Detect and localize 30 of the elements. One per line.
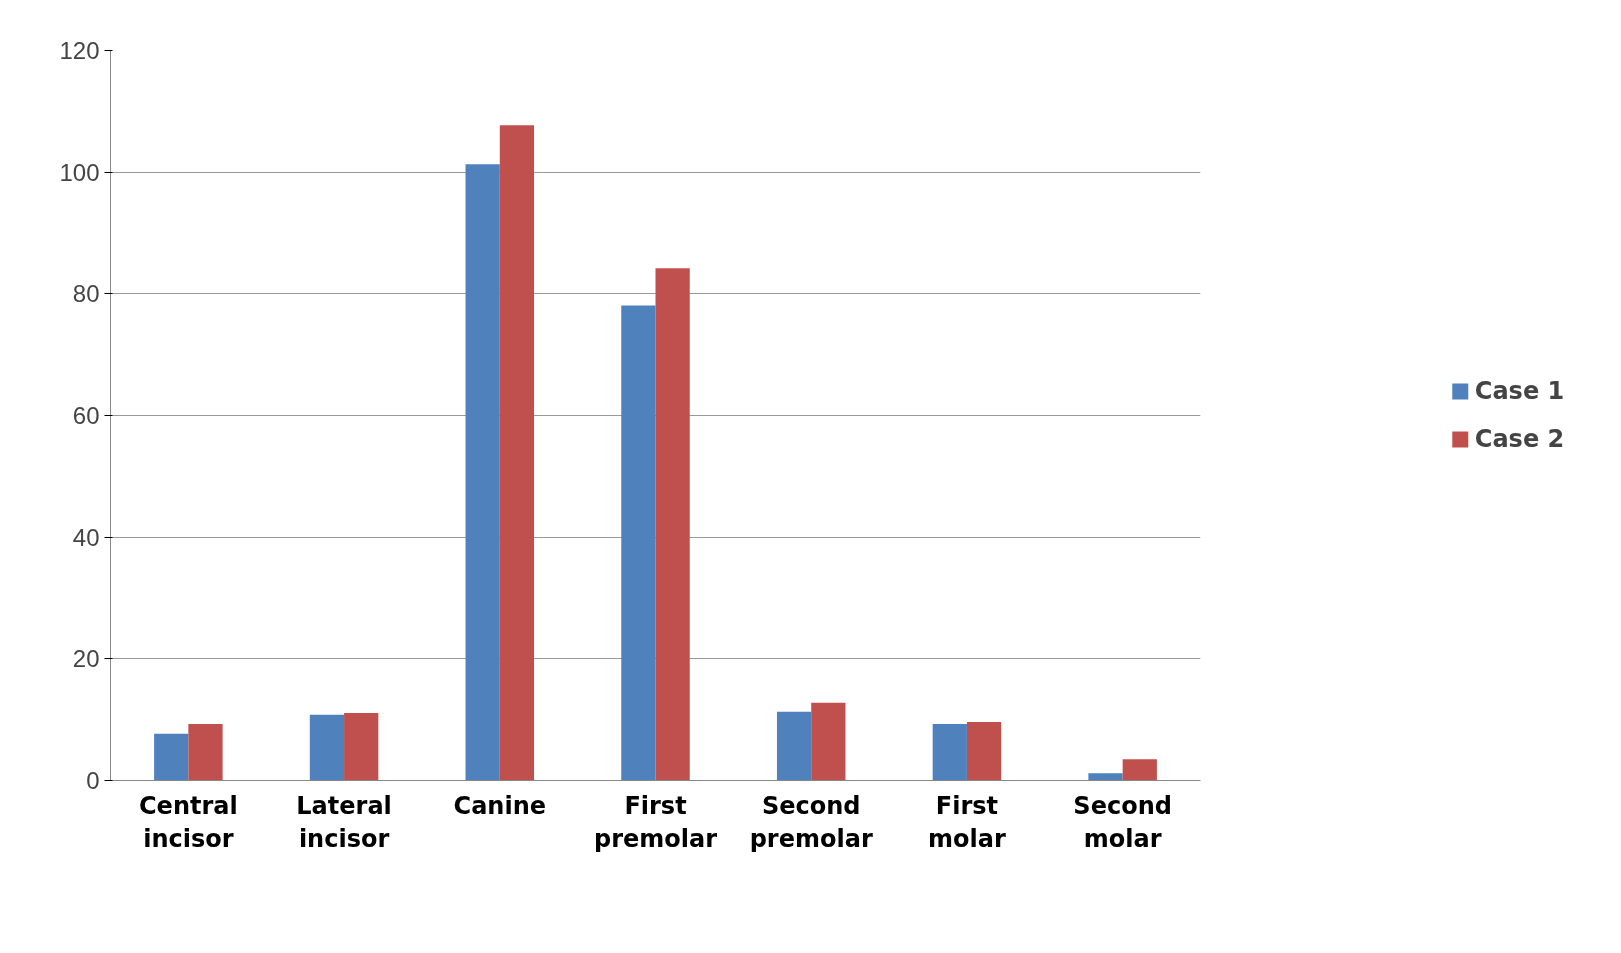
bar [465,164,500,781]
y-tick-label: 100 [59,158,100,186]
bar [1122,759,1157,781]
bar [932,723,967,781]
x-tick-label: First molar [928,791,1006,854]
x-tick-label: First premolar [593,791,718,854]
legend-label: Case 1 [1474,377,1565,405]
x-tick-label: Central incisor [139,791,238,854]
bar [776,711,812,781]
bar [188,723,223,781]
bar [655,268,690,781]
legend-label: Case 2 [1474,425,1565,453]
y-tick-label: 40 [72,523,100,551]
bar [966,722,1002,781]
bar [1088,773,1123,781]
bar [344,712,379,781]
bar [621,305,656,781]
y-tick-label: 20 [72,645,100,673]
bar [154,733,189,781]
x-tick-label: Lateral incisor [296,791,392,854]
x-tick-label: Second molar [1073,791,1172,854]
y-tick-label: 60 [72,402,100,429]
y-tick-label: 0 [86,767,100,794]
x-tick-label: Canine [453,791,547,820]
bar [811,702,846,781]
x-tick-label: Second premolar [749,791,873,854]
bar [499,125,535,781]
bar [309,714,345,781]
y-tick-label: 80 [72,280,100,308]
y-tick-label: 120 [59,37,100,64]
